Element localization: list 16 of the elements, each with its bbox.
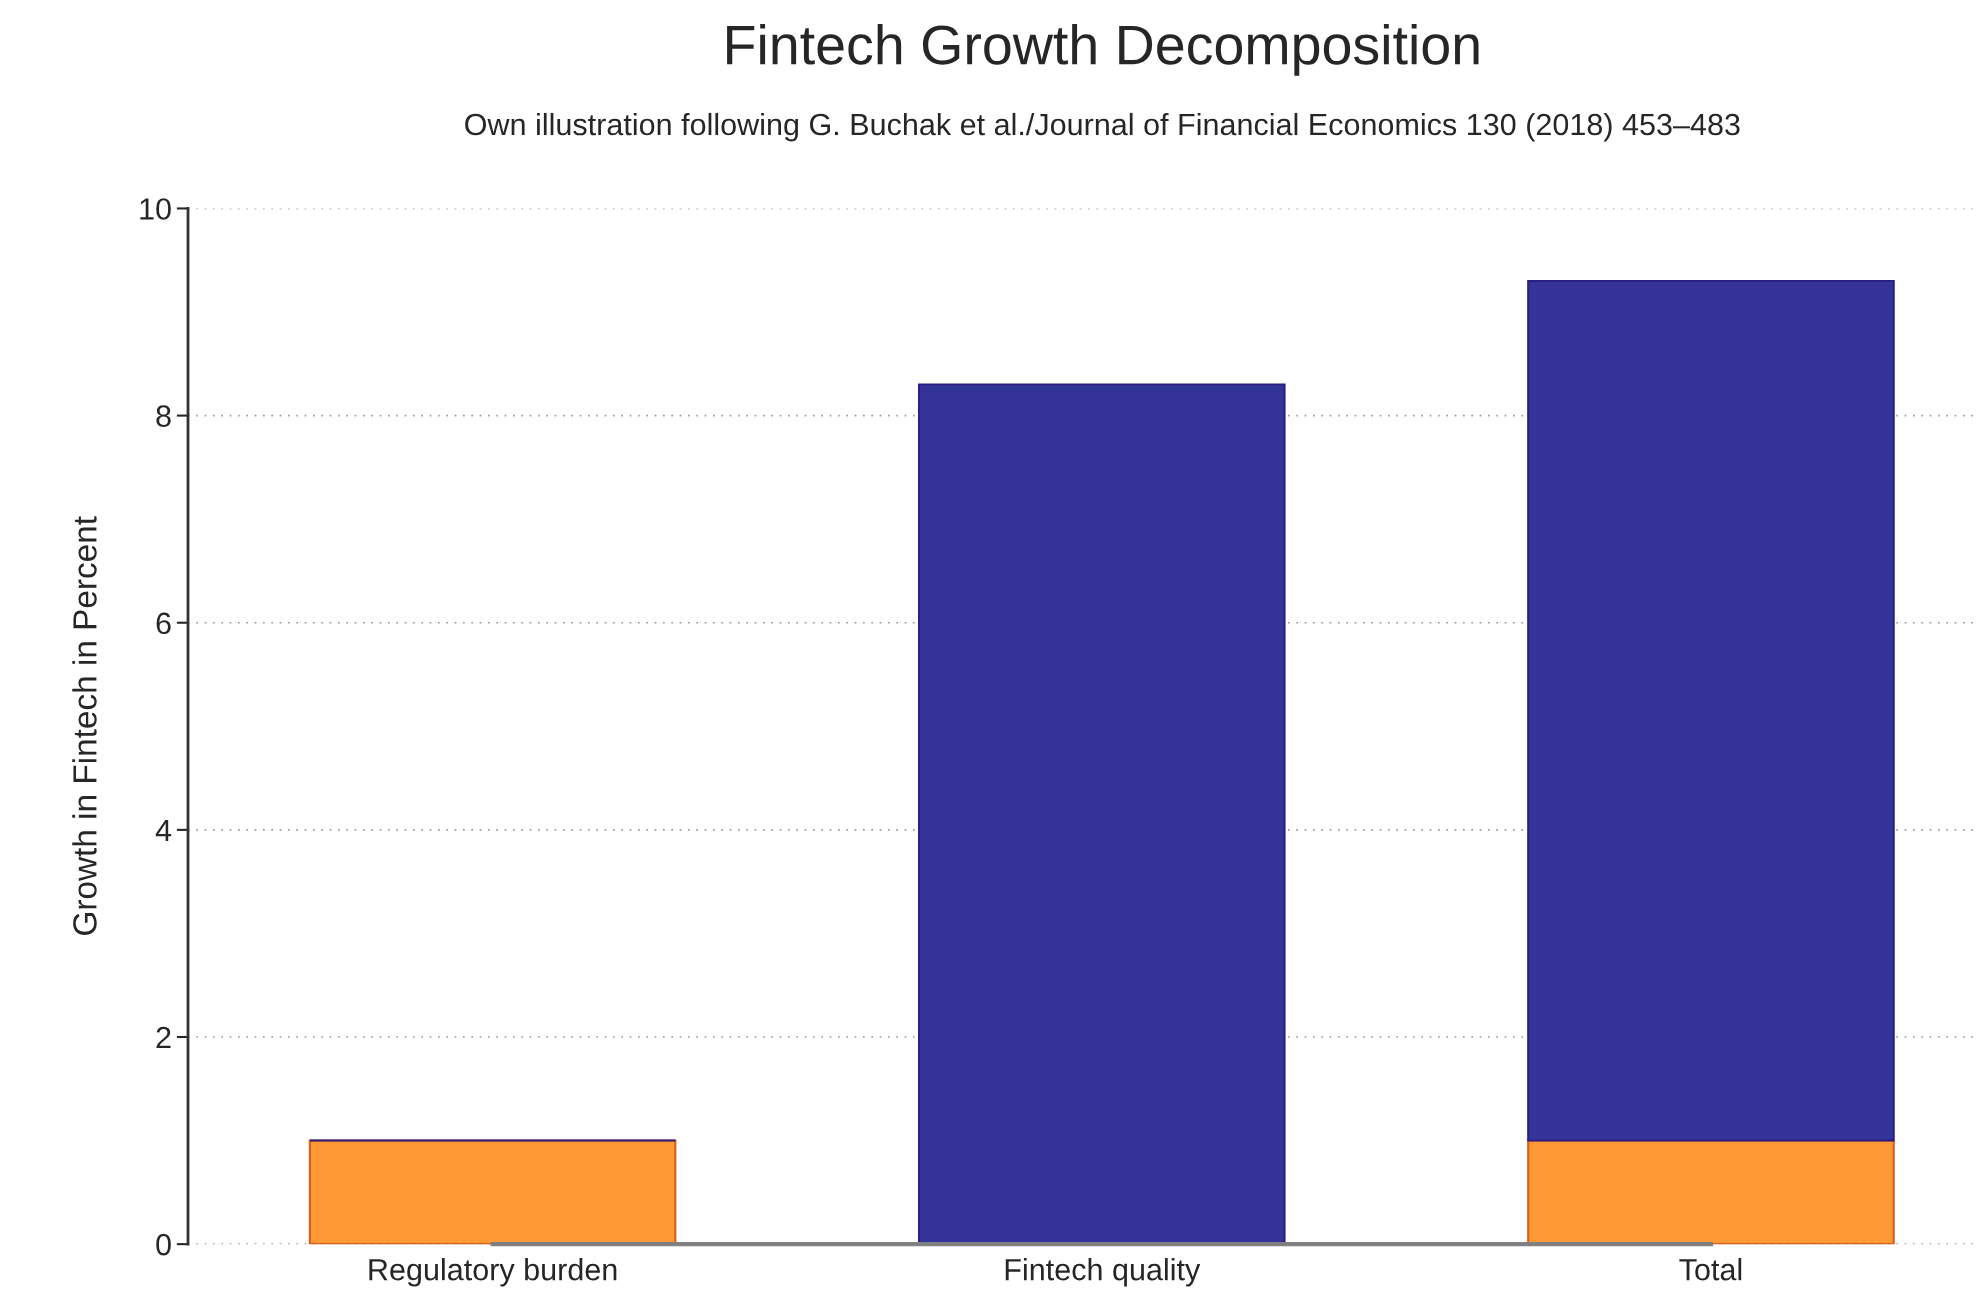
y-tick-label: 8 (156, 405, 171, 427)
x-tick-label: Total (1679, 1258, 1742, 1281)
chart-subtitle: Own illustration following G. Buchak et al./Journal of Financial Economics 130 (2018) 453–483 (465, 112, 1740, 142)
bar (1527, 1139, 1895, 1245)
x-tick-label: Fintech quality (1005, 1258, 1201, 1287)
x-tick-label: Regulatory burden (369, 1258, 617, 1287)
bar (917, 383, 1286, 1245)
bar (308, 1139, 677, 1245)
y-tick-label: 2 (156, 1026, 171, 1049)
y-axis-title: Growth in Fintech in Percent (72, 516, 97, 935)
y-tick-label: 4 (155, 819, 172, 841)
y-tick-label: 10 (140, 198, 171, 220)
bar (1527, 279, 1895, 1142)
y-tick-label: 0 (156, 1233, 171, 1256)
chart-title: Fintech Growth Decomposition (727, 23, 1479, 76)
y-tick-label: 6 (156, 612, 171, 635)
